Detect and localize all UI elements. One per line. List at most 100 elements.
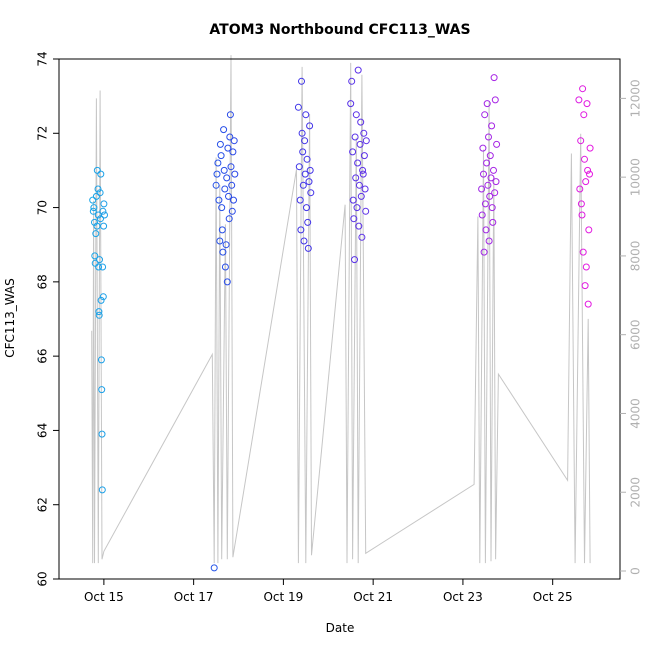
data-point xyxy=(359,166,367,174)
data-point xyxy=(577,200,585,208)
data-point xyxy=(355,181,363,189)
data-point xyxy=(306,122,314,130)
data-point xyxy=(362,207,370,215)
data-point xyxy=(298,129,306,137)
y-tick-label: 70 xyxy=(36,200,50,215)
chart-title: ATOM3 Northbound CFC113_WAS xyxy=(209,22,470,38)
data-point xyxy=(584,166,592,174)
data-point xyxy=(481,111,489,119)
data-point xyxy=(101,211,108,219)
data-point xyxy=(305,178,313,186)
x-tick-label: Oct 25 xyxy=(533,590,573,604)
data-point xyxy=(480,248,488,256)
y-axis-label: CFC113_WAS xyxy=(3,278,17,358)
data-point xyxy=(216,237,224,245)
data-point xyxy=(212,181,220,189)
data-point xyxy=(348,77,356,85)
data-point xyxy=(582,263,590,271)
data-point xyxy=(487,174,495,182)
data-point xyxy=(220,166,228,174)
data-point xyxy=(295,163,303,171)
data-point xyxy=(95,308,103,316)
data-point xyxy=(301,170,309,178)
altitude-line xyxy=(91,55,591,564)
data-point xyxy=(91,252,99,260)
data-point xyxy=(231,170,239,178)
data-point xyxy=(97,215,104,223)
data-point xyxy=(98,386,106,394)
data-point xyxy=(220,126,228,134)
data-point xyxy=(93,166,101,174)
data-point xyxy=(297,226,305,234)
data-point xyxy=(96,256,103,264)
data-point xyxy=(349,148,357,156)
data-point xyxy=(355,222,363,230)
data-point xyxy=(99,263,107,271)
data-point xyxy=(486,192,494,200)
data-point xyxy=(354,66,362,74)
data-point xyxy=(362,137,370,145)
plot-frame xyxy=(58,58,621,580)
y-tick-label: 74 xyxy=(36,51,50,66)
data-point xyxy=(353,204,361,212)
data-point xyxy=(492,178,500,186)
data-point xyxy=(489,218,497,226)
data-point xyxy=(94,185,102,193)
y-tick-label: 64 xyxy=(36,423,50,438)
data-point xyxy=(485,133,492,141)
y2-tick-label: 0 xyxy=(629,567,643,575)
data-point xyxy=(302,111,310,119)
data-point xyxy=(306,166,314,174)
data-point xyxy=(97,170,105,178)
data-point xyxy=(228,207,236,215)
data-point xyxy=(583,100,591,108)
data-point xyxy=(100,222,108,230)
data-point xyxy=(98,486,106,494)
data-point xyxy=(358,233,366,241)
data-point xyxy=(488,122,496,130)
data-point xyxy=(99,207,107,215)
data-point xyxy=(352,111,360,119)
data-point xyxy=(226,133,234,141)
y-tick-label: 62 xyxy=(36,497,50,512)
y2-tick-label: 4000 xyxy=(629,398,643,429)
data-point xyxy=(219,248,227,256)
data-point xyxy=(490,74,498,82)
data-point xyxy=(90,204,98,212)
data-point xyxy=(581,282,589,290)
data-point xyxy=(92,230,100,238)
data-point xyxy=(354,159,362,167)
data-point xyxy=(296,196,304,204)
data-point xyxy=(221,185,229,193)
data-point xyxy=(359,170,367,178)
data-point xyxy=(304,244,312,252)
data-point xyxy=(294,103,302,111)
data-point xyxy=(483,100,491,108)
data-point xyxy=(99,293,107,301)
data-point xyxy=(360,152,368,160)
data-point xyxy=(223,278,231,286)
y-tick-label: 68 xyxy=(36,274,50,289)
data-point xyxy=(577,137,585,145)
data-point xyxy=(230,196,237,204)
data-point xyxy=(299,148,307,156)
data-point xyxy=(218,204,226,212)
data-point xyxy=(485,237,493,245)
data-point xyxy=(584,300,592,308)
y2-tick-label: 12000 xyxy=(629,79,643,117)
data-point xyxy=(479,144,487,152)
y2-tick-label: 10000 xyxy=(629,158,643,196)
data-point xyxy=(578,211,586,219)
data-point xyxy=(300,237,308,245)
data-point xyxy=(307,189,315,197)
data-point xyxy=(585,226,593,234)
data-point xyxy=(478,211,486,219)
data-point xyxy=(352,174,360,182)
data-point xyxy=(215,196,223,204)
data-point xyxy=(213,170,221,178)
data-point xyxy=(303,204,310,212)
data-point xyxy=(95,263,103,271)
data-point xyxy=(576,185,584,193)
data-point xyxy=(304,218,312,226)
